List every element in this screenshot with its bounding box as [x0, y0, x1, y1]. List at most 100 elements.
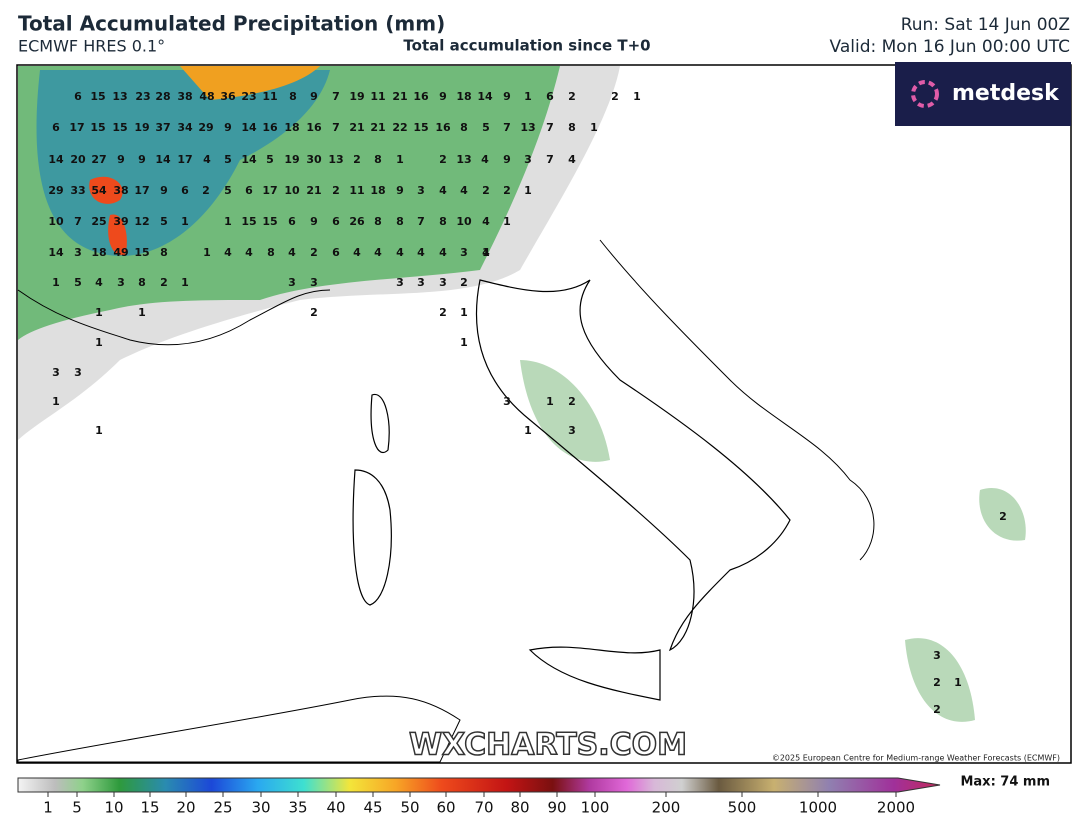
precip-label: 25 — [91, 215, 106, 228]
precip-label: 4 — [374, 246, 382, 259]
precip-label: 38 — [113, 184, 128, 197]
precip-label: 9 — [310, 215, 318, 228]
precip-label: 16 — [413, 90, 429, 103]
precip-label: 6 — [52, 121, 60, 134]
precip-label: 26 — [349, 215, 365, 228]
precip-label: 13 — [112, 90, 127, 103]
precip-label: 2 — [999, 510, 1007, 523]
colorbar-label: 1000 — [799, 799, 837, 817]
precip-label: 10 — [284, 184, 300, 197]
precip-label: 8 — [460, 121, 468, 134]
precip-label: 21 — [370, 121, 385, 134]
precip-label: 4 — [417, 246, 425, 259]
precip-label: 8 — [374, 215, 382, 228]
precip-label: 8 — [396, 215, 404, 228]
precip-label: 1 — [503, 215, 511, 228]
precip-label: 2 — [611, 90, 619, 103]
precip-label: 1 — [95, 336, 103, 349]
precip-label: 5 — [266, 153, 274, 166]
precip-label: 3 — [568, 424, 576, 437]
colorbar-label: 50 — [400, 799, 419, 817]
colorbar-label: 60 — [436, 799, 455, 817]
precip-label: 14 — [241, 153, 257, 166]
precip-label: 5 — [74, 276, 82, 289]
precip-label: 13 — [456, 153, 471, 166]
precip-label: 17 — [262, 184, 277, 197]
precip-label: 27 — [91, 153, 106, 166]
precip-label: 18 — [91, 246, 106, 259]
precip-label: 3 — [288, 276, 296, 289]
precip-label: 1 — [524, 184, 532, 197]
precip-label: 16 — [262, 121, 278, 134]
colorbar-label: 90 — [547, 799, 566, 817]
colorbar-label: 80 — [510, 799, 529, 817]
precip-label: 19 — [284, 153, 299, 166]
precip-label: 19 — [134, 121, 149, 134]
precip-label: 13 — [520, 121, 535, 134]
precip-label: 1 — [95, 306, 103, 319]
precip-label: 2 — [503, 184, 511, 197]
valid: Valid: Mon 16 Jun 00:00 UTC — [830, 37, 1070, 57]
precip-label: 2 — [460, 276, 468, 289]
precip-label: 3 — [503, 395, 511, 408]
precip-label: 14 — [48, 153, 64, 166]
precip-label: 1 — [546, 395, 554, 408]
precip-label: 15 — [90, 90, 105, 103]
precip-label: 4 — [245, 246, 253, 259]
model: ECMWF HRES 0.1° — [18, 37, 165, 56]
precip-label: 1 — [460, 336, 468, 349]
precip-label: 2 — [568, 90, 576, 103]
precip-label: 4 — [224, 246, 232, 259]
precip-label: 48 — [199, 90, 214, 103]
precip-label: 34 — [177, 121, 193, 134]
precip-label: 1 — [181, 215, 189, 228]
precip-label: 13 — [328, 153, 343, 166]
precip-label: 19 — [349, 90, 364, 103]
colorbar-label: 5 — [72, 799, 82, 817]
precip-label: 7 — [332, 90, 340, 103]
precip-label: 9 — [138, 153, 146, 166]
precip-label: 2 — [933, 676, 941, 689]
precip-label: 2 — [160, 276, 168, 289]
precip-label: 1 — [633, 90, 641, 103]
colorbar-label: 40 — [326, 799, 345, 817]
precip-label: 6 — [181, 184, 189, 197]
precip-label: 2 — [439, 153, 447, 166]
precip-label: 6 — [332, 246, 340, 259]
precip-label: 29 — [48, 184, 63, 197]
precip-label: 6 — [546, 90, 554, 103]
precip-label: 9 — [439, 90, 447, 103]
colorbar-label: 10 — [104, 799, 123, 817]
precip-label: 15 — [112, 121, 127, 134]
subtitle: Total accumulation since T+0 — [403, 37, 650, 55]
precip-label: 1 — [52, 276, 60, 289]
precip-label: 39 — [113, 215, 128, 228]
precip-label: 17 — [134, 184, 149, 197]
precip-label: 3 — [117, 276, 125, 289]
precip-label: 2 — [202, 184, 210, 197]
precip-label: 3 — [439, 276, 447, 289]
precip-label: 14 — [155, 153, 171, 166]
precip-label: 28 — [155, 90, 170, 103]
colorbar-label: 500 — [728, 799, 757, 817]
logo-box — [895, 62, 1071, 126]
precip-label: 1 — [203, 246, 211, 259]
precip-label: 1 — [524, 424, 532, 437]
precip-label: 1 — [396, 153, 404, 166]
precip-label: 16 — [435, 121, 451, 134]
precip-label: 37 — [155, 121, 170, 134]
precip-label: 8 — [138, 276, 146, 289]
precip-label: 7 — [546, 121, 554, 134]
precip-label: 4 — [203, 153, 211, 166]
precip-label: 8 — [289, 90, 297, 103]
colorbar-label: 100 — [581, 799, 610, 817]
precip-label: 8 — [568, 121, 576, 134]
precip-label: 14 — [241, 121, 257, 134]
precip-label: 20 — [70, 153, 86, 166]
precip-label: 3 — [933, 649, 941, 662]
colorbar-label: 30 — [251, 799, 270, 817]
precip-label: 5 — [224, 153, 232, 166]
colorbar-label: 15 — [140, 799, 159, 817]
colorbar-label: 20 — [176, 799, 195, 817]
